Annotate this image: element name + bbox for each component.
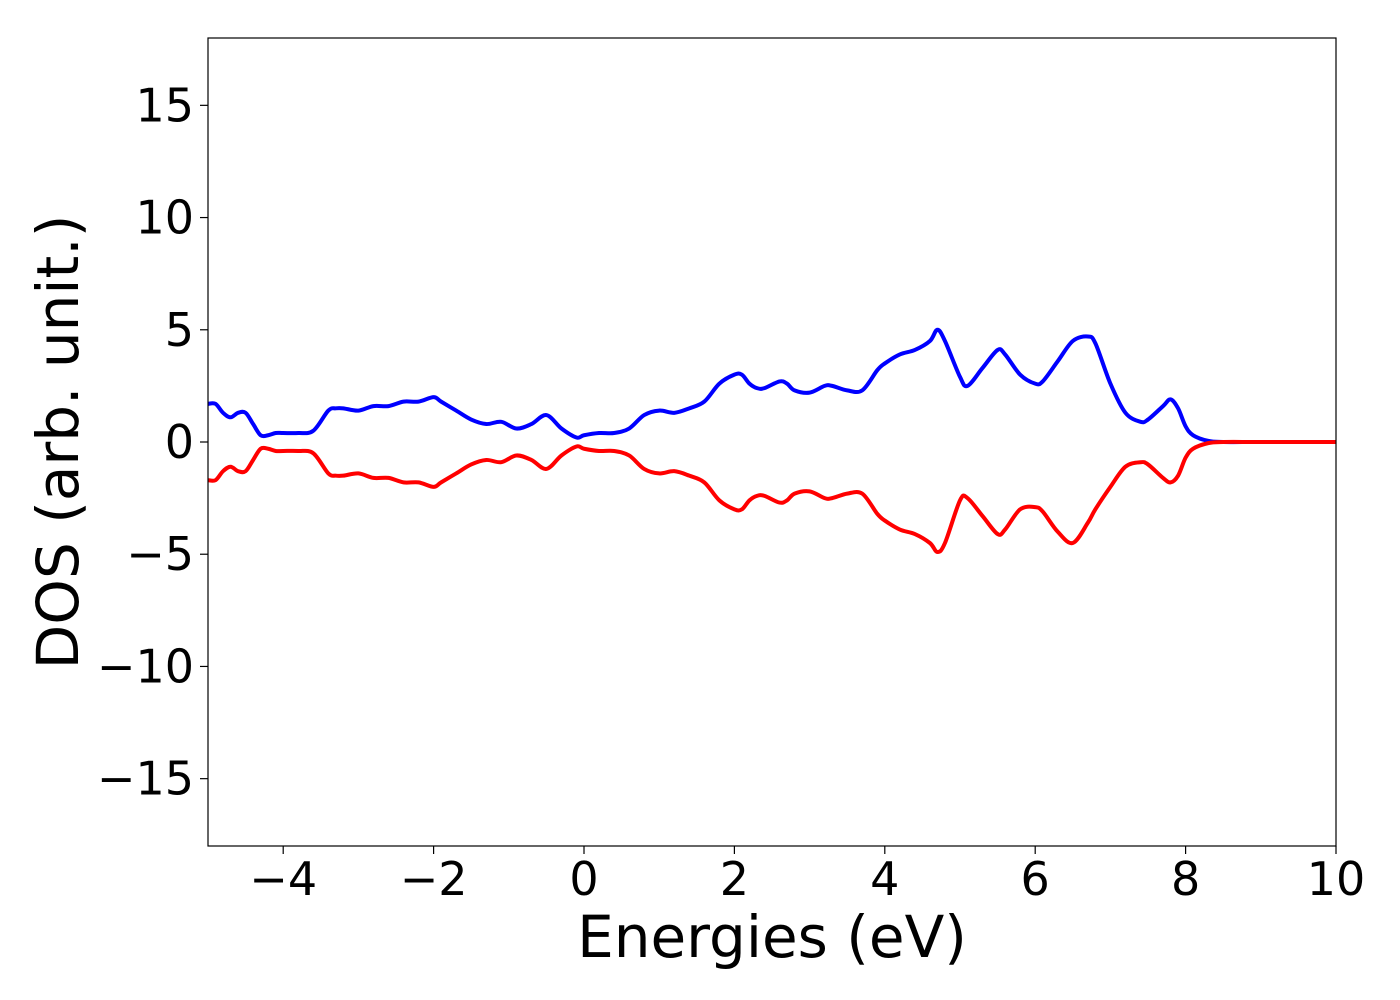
y-tick-label: −15 [97,752,194,806]
x-tick-label: −2 [400,852,468,906]
y-tick-label: 15 [135,78,194,132]
dos-series-line-down [208,439,1336,554]
y-axis-title: DOS (arb. unit.) [24,215,92,670]
x-tick-label: 8 [1171,852,1200,906]
x-tick-label: −4 [249,852,317,906]
x-axis-title: Energies (eV) [577,903,967,971]
series-layer [208,327,1336,554]
x-tick-label: 4 [870,852,899,906]
y-tick-label: 0 [165,415,194,469]
y-tick-label: −5 [126,527,194,581]
y-tick-label: 5 [165,303,194,357]
x-tick-label: 2 [720,852,749,906]
y-tick-label: −10 [97,639,194,693]
x-tick-label: 6 [1021,852,1050,906]
y-tick-label: 10 [135,191,194,245]
x-tick-label: 0 [569,852,598,906]
dos-series-line-up [208,327,1336,445]
ticks-layer: −4 −2 0 2 4 6 8 10 15 10 5 0 −5 −10 −15 [97,78,1365,906]
x-tick-label: 10 [1307,852,1366,906]
